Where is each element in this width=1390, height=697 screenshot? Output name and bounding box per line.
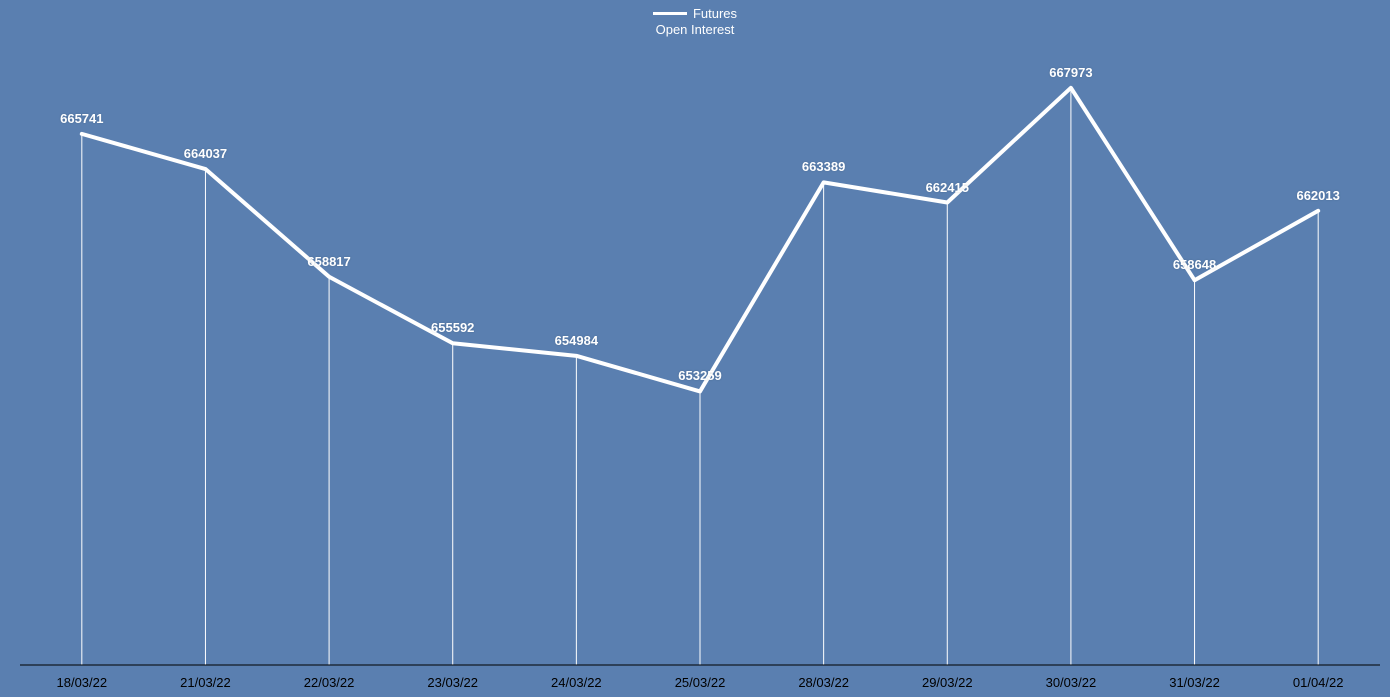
data-label: 665741 xyxy=(60,111,103,126)
data-label: 658648 xyxy=(1173,257,1216,272)
data-label: 658817 xyxy=(307,254,350,269)
x-axis-label: 28/03/22 xyxy=(798,675,849,690)
data-label: 653259 xyxy=(678,368,721,383)
futures-open-interest-chart: Futures Open Interest 665741664037658817… xyxy=(0,0,1390,697)
x-axis-label: 31/03/22 xyxy=(1169,675,1220,690)
data-label: 654984 xyxy=(555,333,598,348)
series-line xyxy=(82,88,1318,392)
data-label: 664037 xyxy=(184,146,227,161)
x-axis-label: 24/03/22 xyxy=(551,675,602,690)
x-axis-label: 23/03/22 xyxy=(427,675,478,690)
data-label: 662415 xyxy=(926,180,969,195)
data-label: 655592 xyxy=(431,320,474,335)
x-axis-label: 01/04/22 xyxy=(1293,675,1344,690)
data-label: 663389 xyxy=(802,159,845,174)
x-axis-label: 30/03/22 xyxy=(1046,675,1097,690)
x-axis-label: 25/03/22 xyxy=(675,675,726,690)
x-axis-label: 21/03/22 xyxy=(180,675,231,690)
x-axis-label: 18/03/22 xyxy=(57,675,108,690)
data-label: 667973 xyxy=(1049,65,1092,80)
x-axis-label: 29/03/22 xyxy=(922,675,973,690)
data-label: 662013 xyxy=(1296,188,1339,203)
x-axis-label: 22/03/22 xyxy=(304,675,355,690)
